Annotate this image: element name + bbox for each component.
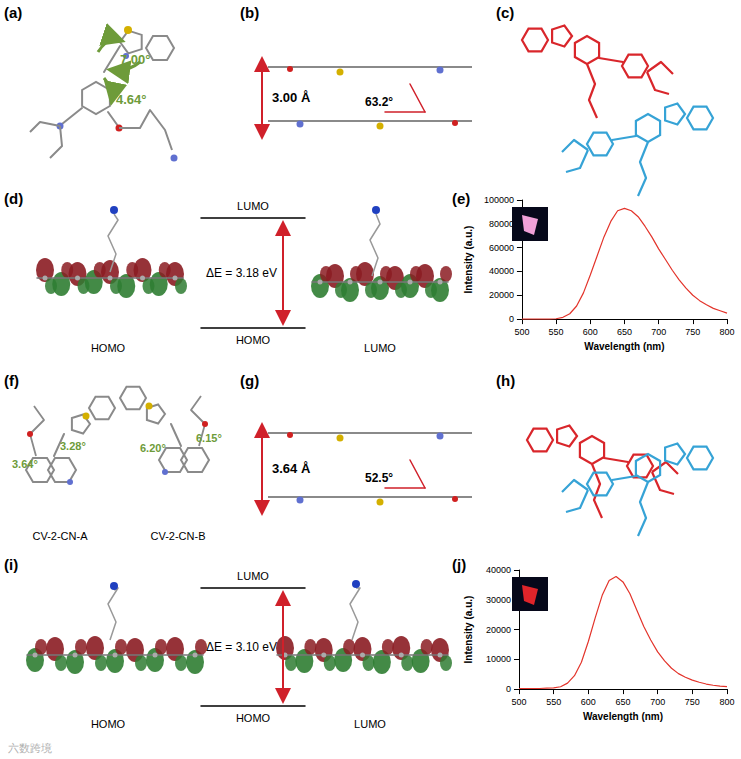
svg-text:40000: 40000	[486, 565, 511, 575]
svg-text:LUMO: LUMO	[354, 718, 386, 730]
svg-text:Wavelength (nm): Wavelength (nm)	[583, 711, 663, 722]
svg-text:3.64°: 3.64°	[12, 458, 38, 470]
svg-text:20000: 20000	[489, 290, 514, 300]
svg-text:3.00 Å: 3.00 Å	[272, 90, 311, 105]
svg-text:LUMO: LUMO	[237, 570, 269, 582]
svg-text:HOMO: HOMO	[236, 334, 271, 346]
svg-text:Intensity (a.u.): Intensity (a.u.)	[463, 226, 474, 294]
svg-text:40000: 40000	[489, 266, 514, 276]
svg-text:0: 0	[509, 314, 514, 324]
svg-text:LUMO: LUMO	[237, 200, 269, 212]
svg-text:700: 700	[651, 327, 666, 337]
svg-text:3.64 Å: 3.64 Å	[272, 461, 311, 476]
svg-text:550: 550	[549, 327, 564, 337]
svg-text:800: 800	[719, 327, 734, 337]
svg-text:(d): (d)	[4, 190, 23, 207]
svg-text:HOMO: HOMO	[236, 712, 271, 724]
svg-text:HOMO: HOMO	[91, 718, 126, 730]
svg-text:60000: 60000	[489, 243, 514, 253]
svg-text:ΔE = 3.10 eV: ΔE = 3.10 eV	[206, 640, 277, 654]
svg-text:550: 550	[546, 697, 561, 707]
svg-text:ΔE = 3.18 eV: ΔE = 3.18 eV	[206, 266, 277, 280]
svg-text:600: 600	[583, 327, 598, 337]
svg-text:(i): (i)	[4, 556, 18, 573]
svg-text:(g): (g)	[240, 372, 259, 389]
svg-text:750: 750	[685, 697, 700, 707]
svg-text:63.2°: 63.2°	[365, 95, 393, 109]
svg-text:100000: 100000	[484, 195, 514, 205]
svg-text:Intensity (a.u.): Intensity (a.u.)	[463, 596, 474, 664]
svg-text:(j): (j)	[452, 556, 466, 573]
svg-text:(a): (a)	[4, 4, 22, 21]
svg-text:20000: 20000	[486, 625, 511, 635]
svg-text:30000: 30000	[486, 595, 511, 605]
svg-text:700: 700	[650, 697, 665, 707]
svg-text:500: 500	[511, 697, 526, 707]
svg-text:(h): (h)	[496, 372, 515, 389]
svg-text:3.28°: 3.28°	[60, 440, 86, 452]
svg-text:10000: 10000	[486, 654, 511, 664]
svg-text:(f): (f)	[4, 372, 19, 389]
svg-text:CV-2-CN-A: CV-2-CN-A	[32, 530, 88, 542]
svg-text:6.15°: 6.15°	[196, 432, 222, 444]
svg-text:800: 800	[719, 697, 734, 707]
svg-text:0: 0	[506, 684, 511, 694]
svg-text:650: 650	[617, 327, 632, 337]
svg-text:750: 750	[685, 327, 700, 337]
svg-text:(c): (c)	[496, 4, 514, 21]
svg-text:650: 650	[615, 697, 630, 707]
svg-text:7.00°: 7.00°	[120, 52, 151, 67]
svg-text:HOMO: HOMO	[91, 342, 126, 354]
svg-text:六数跨境: 六数跨境	[8, 742, 52, 754]
svg-text:600: 600	[581, 697, 596, 707]
svg-text:500: 500	[514, 327, 529, 337]
svg-text:LUMO: LUMO	[364, 342, 396, 354]
svg-text:Wavelength (nm): Wavelength (nm)	[584, 341, 664, 352]
svg-text:(e): (e)	[452, 190, 470, 207]
svg-text:CV-2-CN-B: CV-2-CN-B	[150, 530, 205, 542]
svg-text:(b): (b)	[240, 4, 259, 21]
svg-text:52.5°: 52.5°	[365, 471, 393, 485]
svg-text:80000: 80000	[489, 219, 514, 229]
svg-text:4.64°: 4.64°	[116, 92, 147, 107]
svg-text:6.20°: 6.20°	[140, 442, 166, 454]
